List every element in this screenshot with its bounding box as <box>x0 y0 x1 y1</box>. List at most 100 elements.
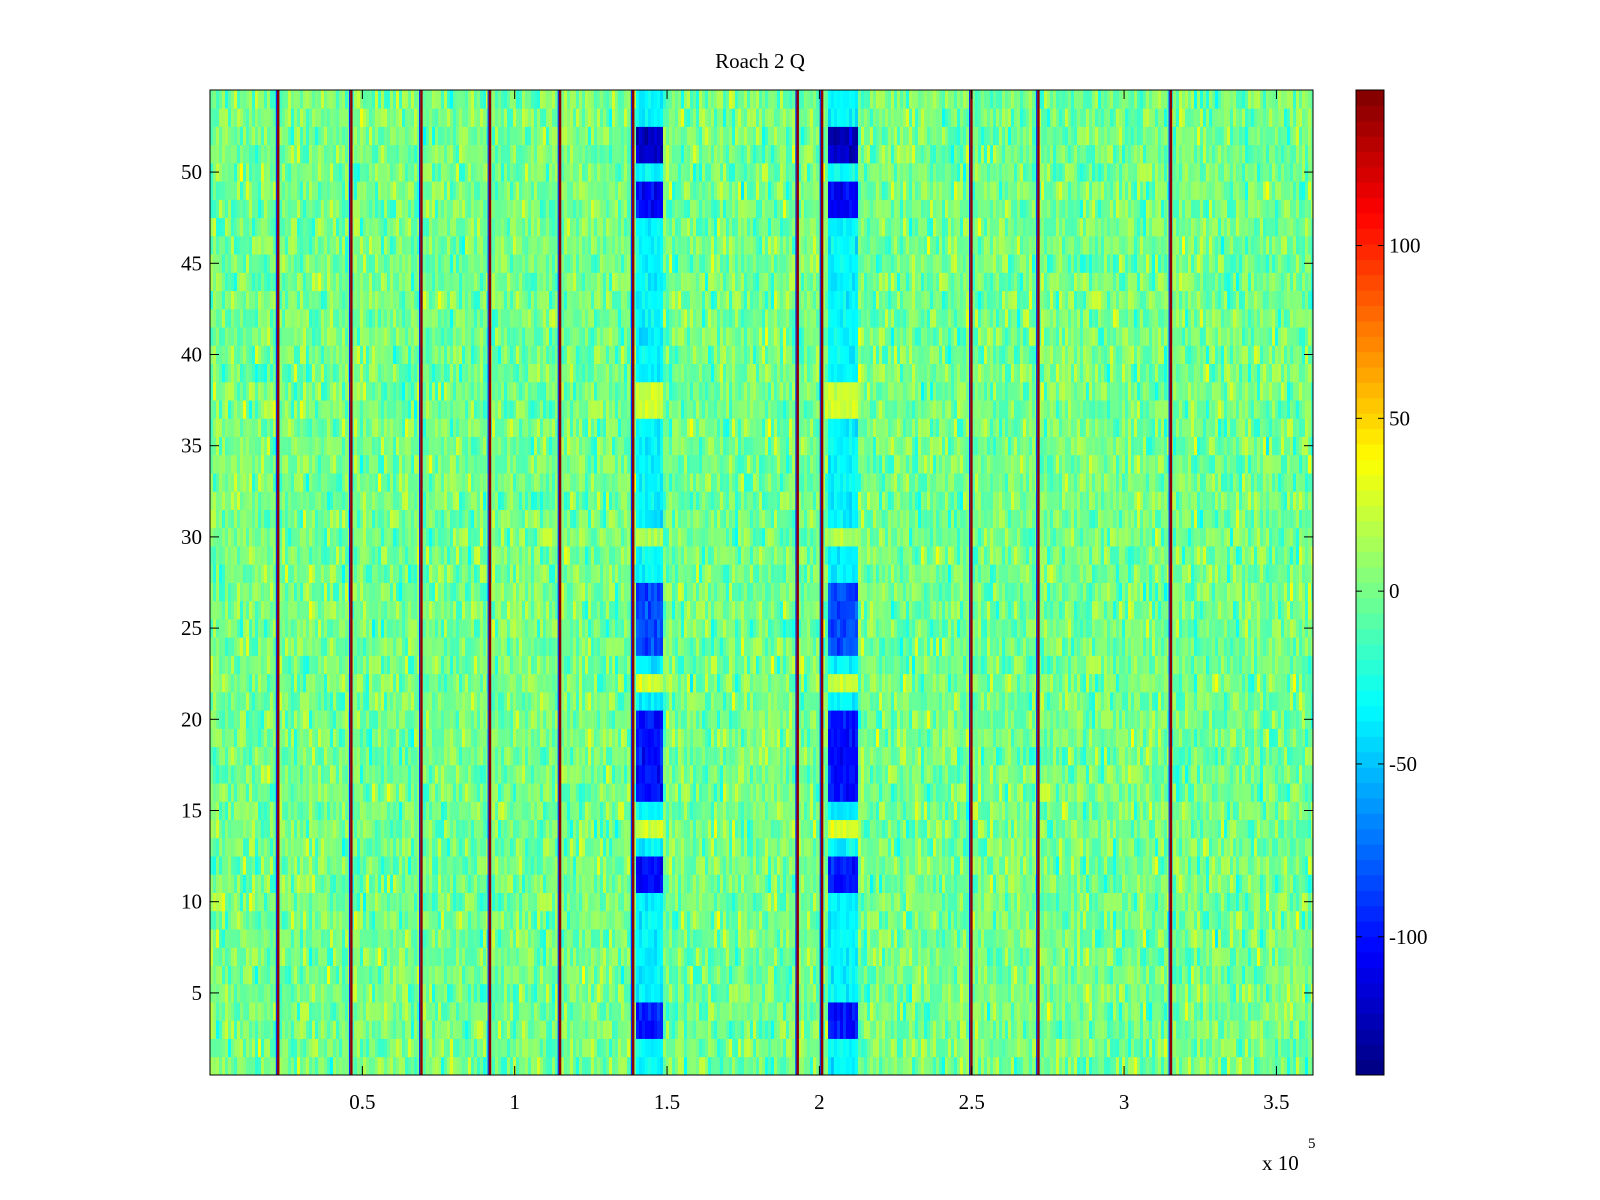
heatmap-cell <box>405 837 409 857</box>
heatmap-cell <box>1290 965 1294 985</box>
heatmap-cell <box>846 1038 850 1058</box>
heatmap-cell <box>345 892 349 912</box>
heatmap-cell <box>828 983 832 1003</box>
heatmap-cell <box>1017 837 1021 857</box>
heatmap-cell <box>411 929 415 948</box>
heatmap-cell <box>618 874 622 893</box>
heatmap-cell <box>237 892 241 912</box>
heatmap-cell <box>702 1020 706 1039</box>
heatmap-cell <box>705 983 709 1003</box>
heatmap-cell <box>597 856 601 875</box>
heatmap-cell <box>879 837 883 857</box>
heatmap-cell <box>1086 910 1090 930</box>
heatmap-cell <box>219 965 223 985</box>
heatmap-cell <box>762 965 766 985</box>
heatmap-cell <box>1176 910 1180 930</box>
heatmap-cell <box>423 983 427 1003</box>
heatmap-cell <box>462 929 466 948</box>
heatmap-cell <box>1164 929 1168 948</box>
heatmap-cell <box>702 892 706 912</box>
heatmap-cell <box>327 947 331 966</box>
heatmap-cell <box>438 1020 442 1039</box>
heatmap-cell <box>1242 983 1246 1003</box>
heatmap-cell <box>717 929 721 948</box>
heatmap-cell <box>1185 892 1189 912</box>
heatmap-cell <box>1095 856 1099 875</box>
heatmap-cell <box>546 874 550 893</box>
heatmap-cell <box>909 1002 913 1021</box>
heatmap-cell <box>1251 892 1255 912</box>
heatmap-cell <box>936 947 940 966</box>
heatmap-cell <box>648 837 652 857</box>
heatmap-cell <box>1002 1020 1006 1039</box>
heatmap-cell <box>1302 874 1306 893</box>
heatmap-cell <box>600 1020 604 1039</box>
heatmap-cell <box>978 1056 982 1076</box>
heatmap-cell <box>492 856 496 875</box>
heatmap-cell <box>552 929 556 948</box>
heatmap-cell <box>678 837 682 857</box>
heatmap-cell <box>1116 874 1120 893</box>
heatmap-cell <box>366 1056 370 1076</box>
heatmap-cell <box>657 856 661 875</box>
heatmap-cell <box>738 929 742 948</box>
heatmap-cell <box>1263 1056 1267 1076</box>
heatmap-cell <box>378 1056 382 1076</box>
heatmap-cell <box>606 837 610 857</box>
heatmap-cell <box>504 892 508 912</box>
heatmap-cell <box>213 1056 217 1076</box>
heatmap-cell <box>867 965 871 985</box>
heatmap-cell <box>618 856 622 875</box>
heatmap-cell <box>927 892 931 912</box>
heatmap-cell <box>924 965 928 985</box>
heatmap-cell <box>648 965 652 985</box>
heatmap-cell <box>843 947 847 966</box>
heatmap-cell <box>825 929 829 948</box>
heatmap-cell <box>765 983 769 1003</box>
heatmap-cell <box>618 1056 622 1076</box>
heatmap-cell <box>612 856 616 875</box>
heatmap-cell <box>450 1056 454 1076</box>
heatmap-cell <box>624 947 628 966</box>
heatmap-cell <box>627 892 631 912</box>
heatmap-cell <box>1101 983 1105 1003</box>
heatmap-cell <box>372 910 376 930</box>
heatmap-cell <box>570 874 574 893</box>
heatmap-cell <box>1077 983 1081 1003</box>
heatmap-cell <box>1290 874 1294 893</box>
heatmap-cell <box>552 965 556 985</box>
heatmap-cell <box>414 1056 418 1076</box>
heatmap-cell <box>435 965 439 985</box>
heatmap-cell <box>438 819 442 839</box>
heatmap-cell <box>441 983 445 1003</box>
heatmap-cell <box>861 1002 865 1021</box>
heatmap-cell <box>513 1002 517 1021</box>
heatmap-cell <box>327 1038 331 1058</box>
heatmap-cell <box>1203 910 1207 930</box>
heatmap-cell <box>1230 947 1234 966</box>
heatmap-cell <box>801 892 805 912</box>
heatmap-cell <box>720 965 724 985</box>
heatmap-cell <box>696 874 700 893</box>
heatmap-cell <box>678 983 682 1003</box>
heatmap-cell <box>903 929 907 948</box>
heatmap-cell <box>918 983 922 1003</box>
heatmap-cell <box>438 1056 442 1076</box>
heatmap-cell <box>399 892 403 912</box>
heatmap-cell <box>855 1038 859 1058</box>
heatmap-cell <box>447 929 451 948</box>
heatmap-cell <box>528 910 532 930</box>
heatmap-cell <box>465 892 469 912</box>
heatmap-cell <box>1233 1020 1237 1039</box>
heatmap-cell <box>495 1056 499 1076</box>
heatmap-cell <box>546 1038 550 1058</box>
heatmap-cell <box>666 819 670 839</box>
heatmap-cell <box>774 856 778 875</box>
heatmap-cell <box>1278 856 1282 875</box>
heatmap-cell <box>1098 1002 1102 1021</box>
heatmap-cell <box>615 1056 619 1076</box>
heatmap-cell <box>1287 929 1291 948</box>
heatmap-cell <box>219 1038 223 1058</box>
heatmap-cell <box>399 910 403 930</box>
heatmap-cell <box>1047 1002 1051 1021</box>
